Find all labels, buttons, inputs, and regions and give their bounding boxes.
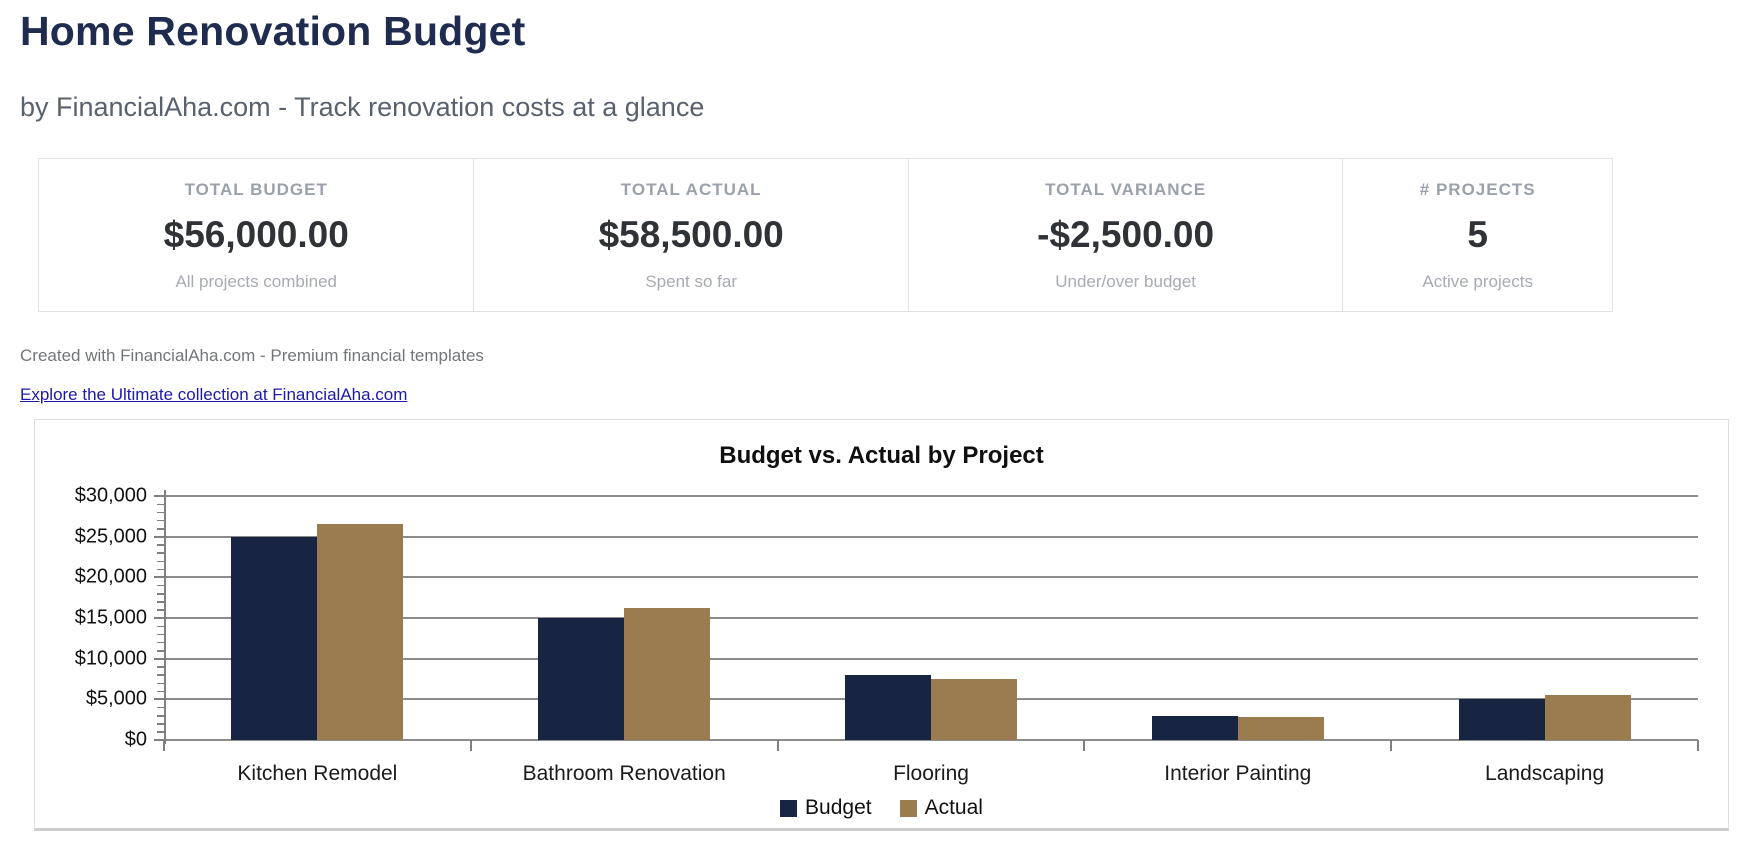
y-tick-label: $10,000 xyxy=(74,647,147,670)
x-boundary-tick xyxy=(469,740,472,751)
y-gridline xyxy=(164,739,1698,741)
budget-bar xyxy=(1458,699,1545,740)
legend-item-actual: Actual xyxy=(899,796,983,820)
budget-bar xyxy=(1151,715,1238,740)
stat-value: 5 xyxy=(1467,214,1488,255)
stat-label: TOTAL ACTUAL xyxy=(620,180,762,199)
stat-caption: Spent so far xyxy=(645,272,738,291)
y-major-tick xyxy=(154,576,167,579)
y-gridline xyxy=(164,576,1698,579)
x-category-label: Landscaping xyxy=(1485,762,1605,785)
stat-value: $56,000.00 xyxy=(163,214,349,255)
budget-swatch-icon xyxy=(780,799,798,817)
y-minor-tick xyxy=(157,584,166,587)
budget-vs-actual-chart: Budget vs. Actual by Project $0 $5,000 $10… xyxy=(34,419,1729,831)
x-boundary-tick xyxy=(163,740,165,751)
x-category-label: Interior Painting xyxy=(1164,762,1312,785)
y-tick-label: $25,000 xyxy=(74,525,147,548)
y-axis-line xyxy=(164,490,166,744)
stat-card-project-count: # PROJECTS 5 Active projects xyxy=(1342,159,1612,311)
y-minor-tick xyxy=(157,641,166,644)
y-minor-tick xyxy=(157,593,166,595)
stats-row: TOTAL BUDGET $56,000.00 All projects com… xyxy=(38,158,1613,312)
y-minor-tick xyxy=(157,731,166,733)
y-minor-tick xyxy=(157,625,166,628)
y-minor-tick xyxy=(157,609,166,611)
stat-card-total-actual: TOTAL ACTUAL $58,500.00 Spent so far xyxy=(473,159,907,311)
x-boundary-tick xyxy=(776,740,779,751)
actual-swatch-icon xyxy=(899,799,917,817)
y-major-tick xyxy=(154,739,167,741)
stat-label: TOTAL VARIANCE xyxy=(1045,180,1207,199)
x-boundary-tick xyxy=(1697,740,1699,751)
y-gridline xyxy=(164,495,1698,497)
explore-collection-link[interactable]: Explore the Ultimate collection at Finan… xyxy=(20,385,408,404)
y-major-tick xyxy=(154,698,167,701)
chart-title: Budget vs. Actual by Project xyxy=(719,442,1044,469)
y-tick-label: $0 xyxy=(124,728,147,751)
stat-label: TOTAL BUDGET xyxy=(184,180,328,199)
y-tick-label: $5,000 xyxy=(85,687,147,710)
actual-bar xyxy=(624,608,711,740)
y-gridline xyxy=(164,657,1698,660)
x-category-label: Flooring xyxy=(893,762,969,785)
x-boundary-tick xyxy=(1083,740,1086,751)
y-minor-tick xyxy=(157,706,166,709)
stat-value: $58,500.00 xyxy=(598,214,784,255)
page-title: Home Renovation Budget xyxy=(20,8,526,54)
y-minor-tick xyxy=(157,666,166,668)
y-minor-tick xyxy=(157,528,166,530)
credit-line: Created with FinancialAha.com - Premium … xyxy=(20,346,484,365)
y-major-tick xyxy=(154,657,167,660)
x-category-label: Bathroom Renovation xyxy=(522,762,726,785)
y-tick-label: $15,000 xyxy=(74,606,147,629)
y-minor-tick xyxy=(157,633,166,636)
actual-bar xyxy=(1544,695,1631,740)
x-boundary-tick xyxy=(1390,740,1393,751)
y-minor-tick xyxy=(157,690,166,693)
legend-item-budget: Budget xyxy=(780,796,872,820)
budget-bar xyxy=(538,618,625,740)
budget-bar xyxy=(845,674,931,740)
stat-value: -$2,500.00 xyxy=(1037,214,1215,255)
y-gridline xyxy=(164,535,1698,538)
actual-bar xyxy=(931,679,1017,740)
y-gridline xyxy=(164,617,1698,619)
y-minor-tick xyxy=(157,544,166,546)
y-minor-tick xyxy=(157,560,166,563)
y-minor-tick xyxy=(157,503,166,506)
stat-card-total-budget: TOTAL BUDGET $56,000.00 All projects com… xyxy=(39,159,473,311)
chart-legend: Budget Actual xyxy=(35,796,1728,820)
budget-bar xyxy=(231,536,318,740)
y-minor-tick xyxy=(157,682,166,685)
y-minor-tick xyxy=(157,674,166,676)
actual-bar xyxy=(317,524,404,740)
y-minor-tick xyxy=(157,650,166,652)
y-tick-label: $30,000 xyxy=(74,484,147,507)
y-major-tick xyxy=(154,495,167,497)
y-minor-tick xyxy=(157,715,166,717)
y-minor-tick xyxy=(157,601,166,603)
y-tick-label: $20,000 xyxy=(74,565,147,588)
y-minor-tick xyxy=(157,511,166,514)
y-minor-tick xyxy=(157,519,166,522)
y-major-tick xyxy=(154,535,167,538)
y-minor-tick xyxy=(157,552,166,554)
y-minor-tick xyxy=(157,723,166,725)
x-category-label: Kitchen Remodel xyxy=(237,762,398,785)
legend-label: Budget xyxy=(805,796,872,819)
legend-label: Actual xyxy=(924,796,983,819)
stat-caption: All projects combined xyxy=(175,272,338,291)
stat-caption: Under/over budget xyxy=(1055,272,1197,291)
stat-caption: Active projects xyxy=(1422,272,1533,291)
stat-card-total-variance: TOTAL VARIANCE -$2,500.00 Under/over bud… xyxy=(907,159,1342,311)
page-subtitle: by FinancialAha.com - Track renovation c… xyxy=(20,92,705,122)
y-minor-tick xyxy=(157,568,166,571)
stat-label: # PROJECTS xyxy=(1419,180,1536,199)
y-major-tick xyxy=(154,617,167,619)
actual-bar xyxy=(1237,717,1324,740)
